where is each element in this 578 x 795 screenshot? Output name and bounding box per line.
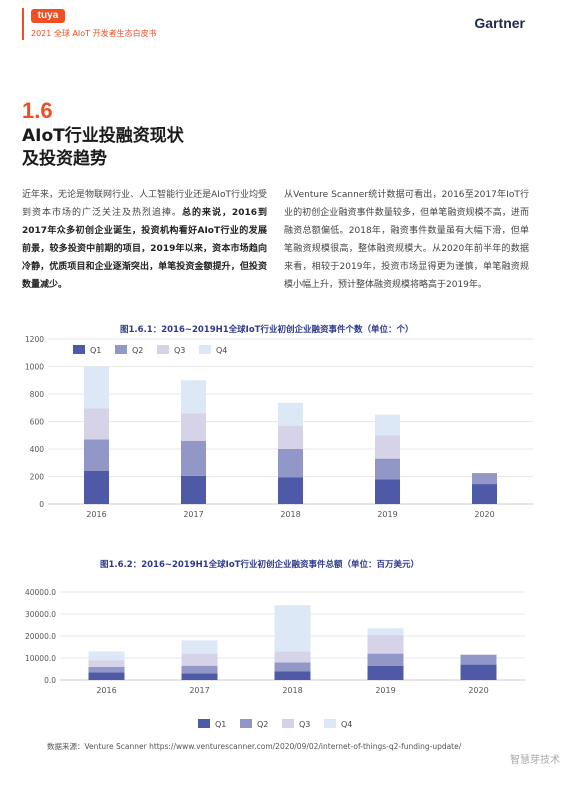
paragraph-left: 近年来，无论是物联网行业、人工智能行业还是AIoT行业均受到资本市场的广泛关注及… bbox=[22, 186, 267, 294]
chart1-svg: 0 200 400 600 800 1000 1200 2016 2017 2018 2019 202… bbox=[25, 335, 533, 519]
y-tick-label: 30000.0 bbox=[25, 610, 56, 619]
y-tick-label: 600 bbox=[30, 418, 45, 427]
x-tick-label: 2016 bbox=[96, 686, 116, 695]
x-tick-label: 2017 bbox=[189, 686, 209, 695]
y-tick-label: 20000.0 bbox=[25, 632, 56, 641]
legend-label-Q4: Q4 bbox=[341, 720, 352, 729]
y-tick-label: 0 bbox=[39, 500, 44, 509]
legend-label-Q4: Q4 bbox=[216, 346, 227, 355]
legend-label-Q1: Q1 bbox=[215, 720, 226, 729]
legend-swatch-Q3 bbox=[282, 719, 294, 728]
bar-2016-Q2 bbox=[84, 439, 109, 471]
bar-2018-Q2 bbox=[274, 662, 311, 672]
legend-label-Q2: Q2 bbox=[132, 346, 143, 355]
bar-2019-Q2 bbox=[367, 653, 404, 666]
bar-2019-Q2 bbox=[375, 458, 400, 480]
data-source: 数据来源：Venture Scanner https://www.venture… bbox=[47, 742, 462, 751]
y-tick-label: 0.0 bbox=[44, 676, 56, 685]
bar-2018-Q1 bbox=[278, 477, 303, 504]
section-title: AIoT行业投融资现状 及投资趋势 bbox=[22, 125, 184, 171]
bar-2019-Q3 bbox=[375, 435, 400, 459]
bar-2016-Q3 bbox=[88, 660, 125, 667]
bar-2020-Q2 bbox=[460, 654, 497, 665]
watermark: 智慧芽技术 bbox=[510, 755, 560, 766]
y-tick-label: 400 bbox=[30, 445, 45, 454]
bar-2016-Q2 bbox=[88, 666, 125, 673]
bar-2017-Q4 bbox=[181, 380, 206, 414]
bar-2017-Q1 bbox=[181, 673, 218, 680]
bar-2020-Q1 bbox=[460, 664, 497, 680]
x-tick-label: 2019 bbox=[377, 510, 397, 519]
legend-swatch-Q2 bbox=[115, 345, 127, 354]
bar-2019-Q4 bbox=[367, 628, 404, 635]
chart2-title: 图1.6.2：2016~2019H1全球IoT行业初创企业融资事件总额（单位：百… bbox=[100, 560, 419, 570]
x-tick-label: 2020 bbox=[474, 510, 494, 519]
y-tick-label: 1200 bbox=[25, 335, 44, 344]
y-tick-label: 200 bbox=[30, 473, 45, 482]
section-number: 1.6 bbox=[22, 98, 53, 123]
bar-2017-Q2 bbox=[181, 440, 206, 476]
bar-2017-Q4 bbox=[181, 640, 218, 654]
bar-2018-Q4 bbox=[274, 605, 311, 652]
section-title-line1: AIoT行业投融资现状 bbox=[22, 126, 184, 146]
legend-swatch-Q4 bbox=[324, 719, 336, 728]
x-tick-label: 2017 bbox=[183, 510, 203, 519]
legend-label-Q2: Q2 bbox=[257, 720, 268, 729]
x-tick-label: 2018 bbox=[280, 510, 300, 519]
bar-2018-Q1 bbox=[274, 671, 311, 680]
legend-swatch-Q4 bbox=[199, 345, 211, 354]
legend-swatch-Q1 bbox=[198, 719, 210, 728]
legend-swatch-Q3 bbox=[157, 345, 169, 354]
bar-2018-Q4 bbox=[278, 402, 303, 426]
legend-swatch-Q1 bbox=[73, 345, 85, 354]
gartner-logo: Gartner bbox=[474, 15, 525, 31]
bar-2016-Q4 bbox=[88, 651, 125, 661]
x-tick-label: 2016 bbox=[86, 510, 106, 519]
bar-2018-Q3 bbox=[278, 425, 303, 449]
bar-2016-Q1 bbox=[88, 672, 125, 680]
bar-2020-Q1 bbox=[472, 484, 497, 504]
section-title-line2: 及投资趋势 bbox=[22, 149, 107, 169]
legend-label-Q3: Q3 bbox=[174, 346, 185, 355]
chart2-svg: 0.0 10000.0 20000.0 30000.0 40000.0 2016 2017 2… bbox=[25, 588, 525, 729]
bar-2016-Q3 bbox=[84, 408, 109, 440]
bar-2018-Q3 bbox=[274, 651, 311, 663]
y-tick-label: 10000.0 bbox=[25, 654, 56, 663]
bar-2016-Q4 bbox=[84, 366, 109, 409]
x-tick-label: 2020 bbox=[468, 686, 488, 695]
bar-2017-Q2 bbox=[181, 665, 218, 674]
legend-label-Q1: Q1 bbox=[90, 346, 101, 355]
bar-2019-Q1 bbox=[367, 665, 404, 680]
bar-2017-Q3 bbox=[181, 653, 218, 666]
y-tick-label: 1000 bbox=[25, 363, 44, 372]
y-tick-label: 800 bbox=[30, 390, 45, 399]
paragraph-right: 从Venture Scanner统计数据可看出，2016至2017年IoT行业的… bbox=[284, 190, 529, 290]
bar-2019-Q3 bbox=[367, 634, 404, 654]
x-tick-label: 2019 bbox=[375, 686, 395, 695]
x-tick-label: 2018 bbox=[282, 686, 302, 695]
bar-2020-Q2 bbox=[472, 473, 497, 485]
paragraph-left-normal: 近年来，无论是物联网行业、人工智能行业还是AIoT行业均受到资本市场的广泛关注及… bbox=[22, 190, 267, 218]
bar-2016-Q1 bbox=[84, 471, 109, 504]
header-accent-bar bbox=[22, 8, 24, 40]
paragraph-left-bold: 总的来说，2016到2017年众多初创企业诞生，投资机构看好AIoT行业的发展前… bbox=[22, 208, 267, 290]
tuya-logo: tuya bbox=[31, 9, 65, 23]
chart1-title: 图1.6.1：2016~2019H1全球IoT行业初创企业融资事件个数（单位：个… bbox=[120, 325, 414, 335]
bar-2019-Q4 bbox=[375, 414, 400, 436]
legend-label-Q3: Q3 bbox=[299, 720, 310, 729]
bar-2017-Q1 bbox=[181, 475, 206, 504]
document-subtitle: 2021 全球 AIoT 开发者生态白皮书 bbox=[31, 29, 157, 38]
bar-2019-Q1 bbox=[375, 479, 400, 504]
bar-2018-Q2 bbox=[278, 449, 303, 478]
y-tick-label: 40000.0 bbox=[25, 588, 56, 597]
bar-2017-Q3 bbox=[181, 413, 206, 441]
legend-swatch-Q2 bbox=[240, 719, 252, 728]
